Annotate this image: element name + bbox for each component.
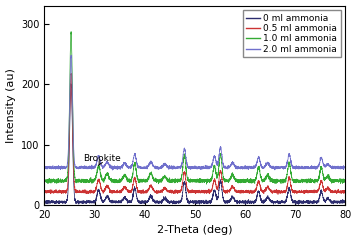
0 ml ammonia xyxy=(334,201,338,204)
0 ml ammonia xyxy=(261,200,265,203)
2.0 ml ammonia xyxy=(169,166,173,169)
0 ml ammonia xyxy=(294,203,298,206)
2.0 ml ammonia xyxy=(171,167,176,169)
0.5 ml ammonia xyxy=(185,188,190,191)
2.0 ml ammonia xyxy=(261,166,265,168)
0.5 ml ammonia xyxy=(276,193,280,196)
Line: 0 ml ammonia: 0 ml ammonia xyxy=(45,84,345,204)
1.0 ml ammonia xyxy=(185,178,190,181)
Legend: 0 ml ammonia, 0.5 ml ammonia, 1.0 ml ammonia, 2.0 ml ammonia: 0 ml ammonia, 0.5 ml ammonia, 1.0 ml amm… xyxy=(242,10,341,57)
0 ml ammonia xyxy=(42,199,47,202)
1.0 ml ammonia xyxy=(205,183,209,186)
0 ml ammonia xyxy=(69,82,73,85)
0 ml ammonia xyxy=(319,188,323,191)
0.5 ml ammonia xyxy=(343,190,347,193)
0.5 ml ammonia xyxy=(169,191,173,194)
1.0 ml ammonia xyxy=(334,180,338,183)
1.0 ml ammonia xyxy=(69,30,73,33)
Line: 1.0 ml ammonia: 1.0 ml ammonia xyxy=(45,32,345,184)
Y-axis label: Intensity (au): Intensity (au) xyxy=(6,68,16,143)
0 ml ammonia xyxy=(343,200,347,203)
0.5 ml ammonia xyxy=(42,190,47,193)
1.0 ml ammonia xyxy=(319,167,323,170)
2.0 ml ammonia xyxy=(319,157,323,160)
1.0 ml ammonia xyxy=(261,178,265,181)
0 ml ammonia xyxy=(185,199,190,201)
1.0 ml ammonia xyxy=(42,181,47,184)
0 ml ammonia xyxy=(169,200,173,203)
Text: Brookite: Brookite xyxy=(84,154,121,166)
2.0 ml ammonia xyxy=(334,166,338,168)
0.5 ml ammonia xyxy=(334,190,338,193)
1.0 ml ammonia xyxy=(171,178,176,181)
0 ml ammonia xyxy=(171,201,176,204)
0.5 ml ammonia xyxy=(171,191,176,194)
0.5 ml ammonia xyxy=(69,72,73,75)
2.0 ml ammonia xyxy=(42,167,47,170)
2.0 ml ammonia xyxy=(343,166,347,169)
1.0 ml ammonia xyxy=(169,180,173,183)
1.0 ml ammonia xyxy=(343,180,347,182)
0.5 ml ammonia xyxy=(261,191,265,194)
Line: 2.0 ml ammonia: 2.0 ml ammonia xyxy=(45,55,345,170)
2.0 ml ammonia xyxy=(185,165,190,167)
2.0 ml ammonia xyxy=(110,169,115,172)
0.5 ml ammonia xyxy=(319,181,323,184)
Line: 0.5 ml ammonia: 0.5 ml ammonia xyxy=(45,74,345,194)
X-axis label: 2-Theta (deg): 2-Theta (deg) xyxy=(157,225,233,235)
2.0 ml ammonia xyxy=(69,54,73,57)
